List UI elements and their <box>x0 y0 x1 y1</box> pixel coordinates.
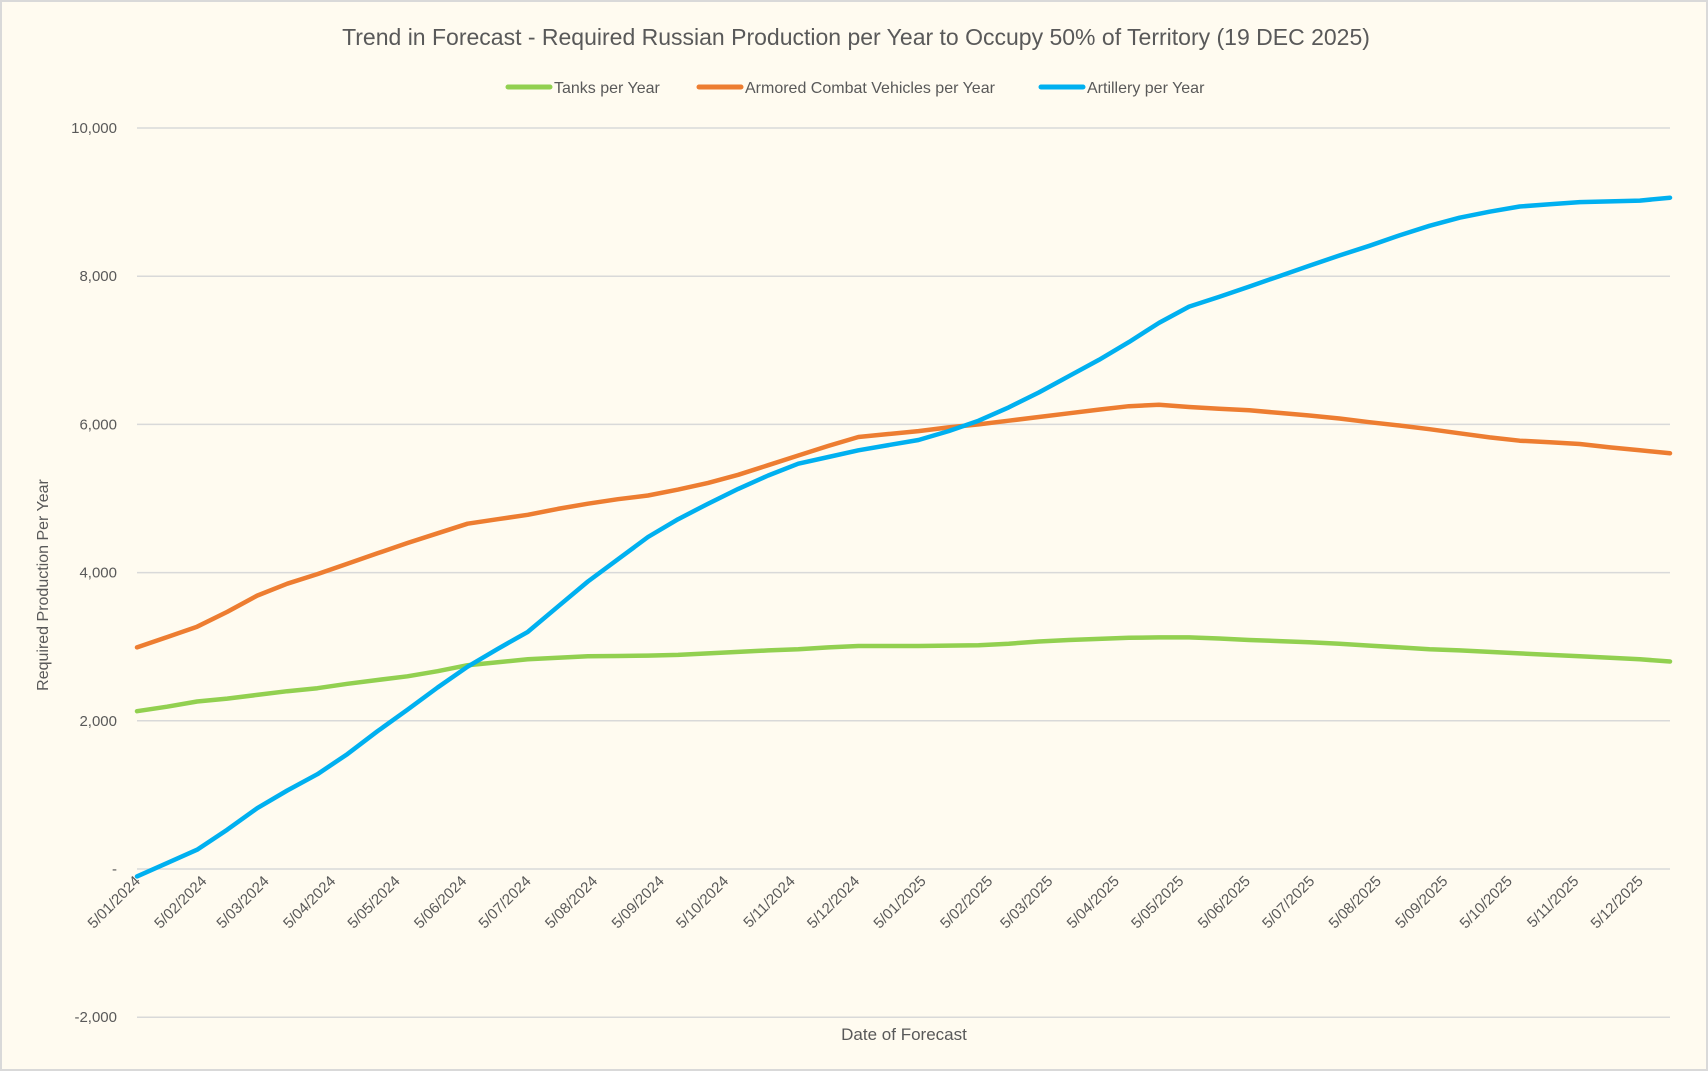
legend-label: Armored Combat Vehicles per Year <box>745 80 996 97</box>
y-tick-label: 10,000 <box>71 120 117 137</box>
series-line-2 <box>134 402 1673 650</box>
x-tick-label: 5/08/2025 <box>1326 873 1385 932</box>
x-tick-label: 5/12/2025 <box>1588 873 1647 932</box>
legend-item: Tanks per Year <box>505 80 661 97</box>
legend-item: Artillery per Year <box>1038 80 1205 97</box>
x-tick-label: 5/04/2025 <box>1064 873 1123 932</box>
y-axis-label: Required Production Per Year <box>35 478 52 690</box>
x-tick-label: 5/12/2024 <box>804 873 863 932</box>
x-tick-label: 5/05/2024 <box>344 873 403 932</box>
x-tick-label: 5/07/2024 <box>475 873 534 932</box>
legend-label: Tanks per Year <box>554 80 661 97</box>
x-tick-label: 5/04/2024 <box>280 873 339 932</box>
legend: Tanks per Year Armored Combat Vehicles pe… <box>505 80 1205 97</box>
series-lines <box>134 195 1673 879</box>
x-axis-label: Date of Forecast <box>841 1025 967 1044</box>
x-tick-label: 5/09/2025 <box>1392 873 1451 932</box>
x-tick-label: 5/02/2024 <box>151 873 210 932</box>
y-tick-label: 2,000 <box>79 713 117 730</box>
x-tick-label: 5/11/2024 <box>740 873 798 931</box>
series-line-1 <box>134 635 1673 714</box>
x-tick-label: 5/02/2025 <box>937 873 996 932</box>
x-tick-label: 5/03/2024 <box>213 873 272 932</box>
x-tick-label: 5/10/2025 <box>1457 873 1516 932</box>
x-tick-label: 5/06/2025 <box>1195 873 1254 932</box>
x-tick-label: 5/01/2024 <box>85 873 144 932</box>
x-tick-label: 5/07/2025 <box>1259 873 1318 932</box>
y-tick-label: 4,000 <box>79 565 117 582</box>
y-tick-label: 8,000 <box>79 268 117 285</box>
x-tick-label: 5/10/2024 <box>673 873 732 932</box>
series-line-3 <box>134 195 1673 879</box>
x-tick-label: 5/05/2025 <box>1128 873 1187 932</box>
chart-title: Trend in Forecast - Required Russian Pro… <box>342 24 1370 50</box>
x-tick-label: 5/09/2024 <box>609 873 668 932</box>
legend-label: Artillery per Year <box>1087 80 1205 97</box>
x-tick-label: 5/11/2025 <box>1524 873 1582 931</box>
x-axis-ticks: 5/01/2024 5/02/2024 5/03/2024 5/04/2024 5/05… <box>85 873 1647 932</box>
y-tick-label: - <box>112 861 117 878</box>
x-tick-label: 5/06/2024 <box>411 873 470 932</box>
y-tick-label: -2,000 <box>74 1009 117 1026</box>
legend-item: Armored Combat Vehicles per Year <box>696 80 996 97</box>
x-tick-label: 5/03/2025 <box>997 873 1056 932</box>
x-tick-label: 5/01/2025 <box>870 873 929 932</box>
x-tick-label: 5/08/2024 <box>542 873 601 932</box>
y-tick-label: 6,000 <box>79 416 117 433</box>
